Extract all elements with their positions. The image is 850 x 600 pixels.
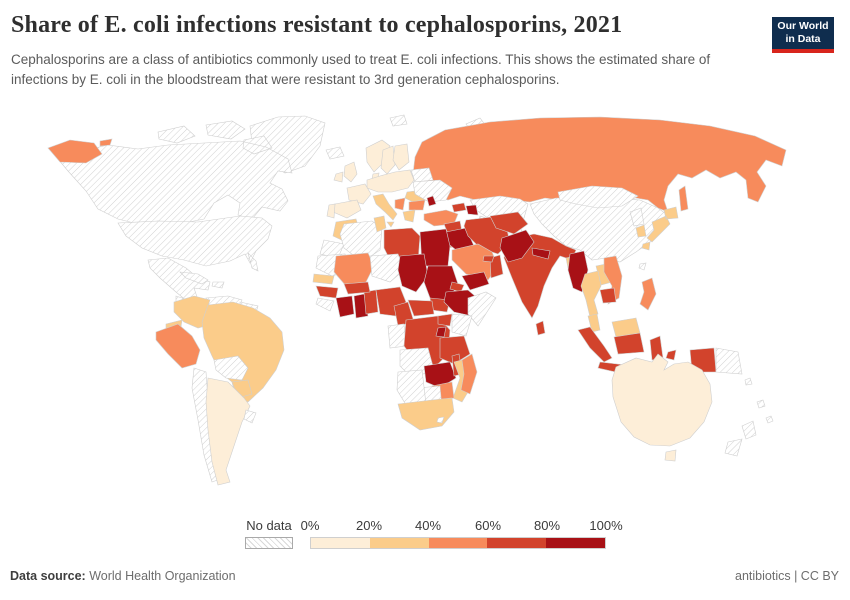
data-source-value: World Health Organization: [89, 569, 236, 583]
country-sierra-leone-liberia[interactable]: [315, 297, 335, 312]
country-georgia[interactable]: [451, 202, 467, 213]
country-mongolia[interactable]: [557, 185, 639, 209]
country-taiwan[interactable]: [638, 262, 647, 271]
country-burkina-faso[interactable]: [343, 281, 371, 295]
legend-segment-0-20[interactable]: [311, 538, 370, 548]
country-gabon-congo[interactable]: [387, 323, 407, 349]
country-tunisia[interactable]: [373, 215, 387, 233]
country-yemen[interactable]: [461, 271, 490, 291]
country-balkans-west[interactable]: [394, 197, 406, 211]
legend-tick-40: 40%: [414, 518, 442, 533]
country-cote-divoire[interactable]: [335, 295, 355, 318]
country-png[interactable]: [715, 347, 743, 375]
country-north-korea[interactable]: [629, 207, 645, 227]
country-argentina[interactable]: [205, 377, 251, 486]
country-car[interactable]: [407, 299, 435, 317]
legend-segment-20-40[interactable]: [369, 538, 429, 548]
legend-color-bar: [310, 537, 606, 549]
legend-tick-0: 0%: [300, 518, 320, 533]
country-thailand[interactable]: [580, 270, 602, 318]
country-malaysia[interactable]: [587, 313, 641, 338]
country-pakistan[interactable]: [499, 229, 535, 263]
page-title: Share of E. coli infections resistant to…: [11, 12, 623, 38]
country-cuba[interactable]: [179, 271, 209, 285]
country-philippines[interactable]: [639, 277, 657, 311]
legend-tick-60: 60%: [474, 518, 502, 533]
country-spain[interactable]: [332, 199, 362, 219]
country-belarus[interactable]: [410, 167, 434, 183]
country-togo-benin[interactable]: [363, 289, 379, 315]
country-peru[interactable]: [155, 323, 201, 369]
license-note[interactable]: antibiotics | CC BY: [735, 569, 839, 583]
country-usa[interactable]: [117, 215, 273, 272]
country-france[interactable]: [346, 183, 372, 205]
world-choropleth-map[interactable]: [0, 112, 850, 510]
country-bolivia[interactable]: [213, 355, 249, 381]
country-chad[interactable]: [397, 253, 429, 293]
country-mexico[interactable]: [147, 257, 211, 303]
country-japan[interactable]: [641, 206, 679, 251]
legend-tick-100: 100%: [589, 518, 623, 533]
country-sweden[interactable]: [380, 145, 396, 175]
data-source-label: Data source:: [10, 569, 86, 583]
country-australia[interactable]: [611, 353, 713, 462]
country-ireland[interactable]: [333, 171, 344, 183]
country-uae[interactable]: [482, 255, 495, 263]
country-russia-sakhalin[interactable]: [678, 185, 689, 212]
country-sri-lanka[interactable]: [535, 320, 546, 336]
country-south-africa[interactable]: [397, 397, 455, 431]
legend-tick-80: 80%: [533, 518, 561, 533]
country-kenya[interactable]: [451, 313, 473, 337]
country-madagascar[interactable]: [460, 353, 478, 395]
country-canada[interactable]: [57, 120, 293, 225]
country-oman[interactable]: [489, 254, 504, 279]
country-moldova[interactable]: [426, 195, 437, 207]
chart-subtitle: Cephalosporins are a class of antibiotic…: [11, 52, 711, 87]
country-uruguay[interactable]: [243, 409, 257, 424]
country-new-zealand[interactable]: [724, 420, 757, 457]
legend-no-data-swatch[interactable]: [245, 537, 293, 549]
country-greece[interactable]: [402, 209, 416, 223]
legend-segment-60-80[interactable]: [487, 538, 547, 548]
country-italy[interactable]: [372, 193, 398, 228]
country-finland[interactable]: [392, 143, 410, 171]
country-tanzania[interactable]: [439, 335, 471, 365]
owid-logo-line1: Our World: [777, 20, 829, 33]
country-bulgaria[interactable]: [408, 199, 426, 211]
country-south-korea[interactable]: [635, 224, 647, 238]
country-cambodia[interactable]: [599, 287, 617, 304]
country-nepal[interactable]: [531, 247, 551, 260]
country-senegal[interactable]: [312, 273, 335, 285]
country-niger[interactable]: [369, 253, 405, 283]
owid-logo[interactable]: Our World in Data: [772, 17, 834, 53]
country-azerbaijan[interactable]: [465, 204, 479, 216]
country-pacific-islands[interactable]: [744, 377, 774, 424]
data-source: Data source: World Health Organization: [10, 569, 236, 583]
legend-segment-80-100[interactable]: [546, 538, 605, 548]
country-lesotho[interactable]: [436, 416, 445, 424]
country-uk[interactable]: [343, 161, 358, 183]
country-ukraine[interactable]: [412, 179, 453, 203]
country-uganda[interactable]: [437, 313, 453, 327]
legend-segment-40-60[interactable]: [428, 538, 488, 548]
country-somalia[interactable]: [467, 291, 497, 327]
country-hispaniola[interactable]: [211, 281, 225, 289]
country-iceland[interactable]: [325, 146, 345, 160]
legend-no-data-label: No data: [246, 518, 292, 533]
country-rwanda-burundi[interactable]: [435, 326, 447, 338]
country-mali[interactable]: [333, 252, 375, 287]
country-portugal[interactable]: [326, 203, 336, 219]
legend-tick-20: 20%: [355, 518, 383, 533]
country-afghanistan[interactable]: [489, 211, 529, 235]
country-guinea[interactable]: [315, 285, 339, 299]
country-brazil[interactable]: [201, 301, 285, 403]
owid-logo-line2: in Data: [785, 33, 821, 45]
owid-logo-text: Our World in Data: [777, 20, 828, 45]
country-russia-chukotka[interactable]: [47, 138, 113, 164]
country-central-europe[interactable]: [366, 169, 415, 193]
